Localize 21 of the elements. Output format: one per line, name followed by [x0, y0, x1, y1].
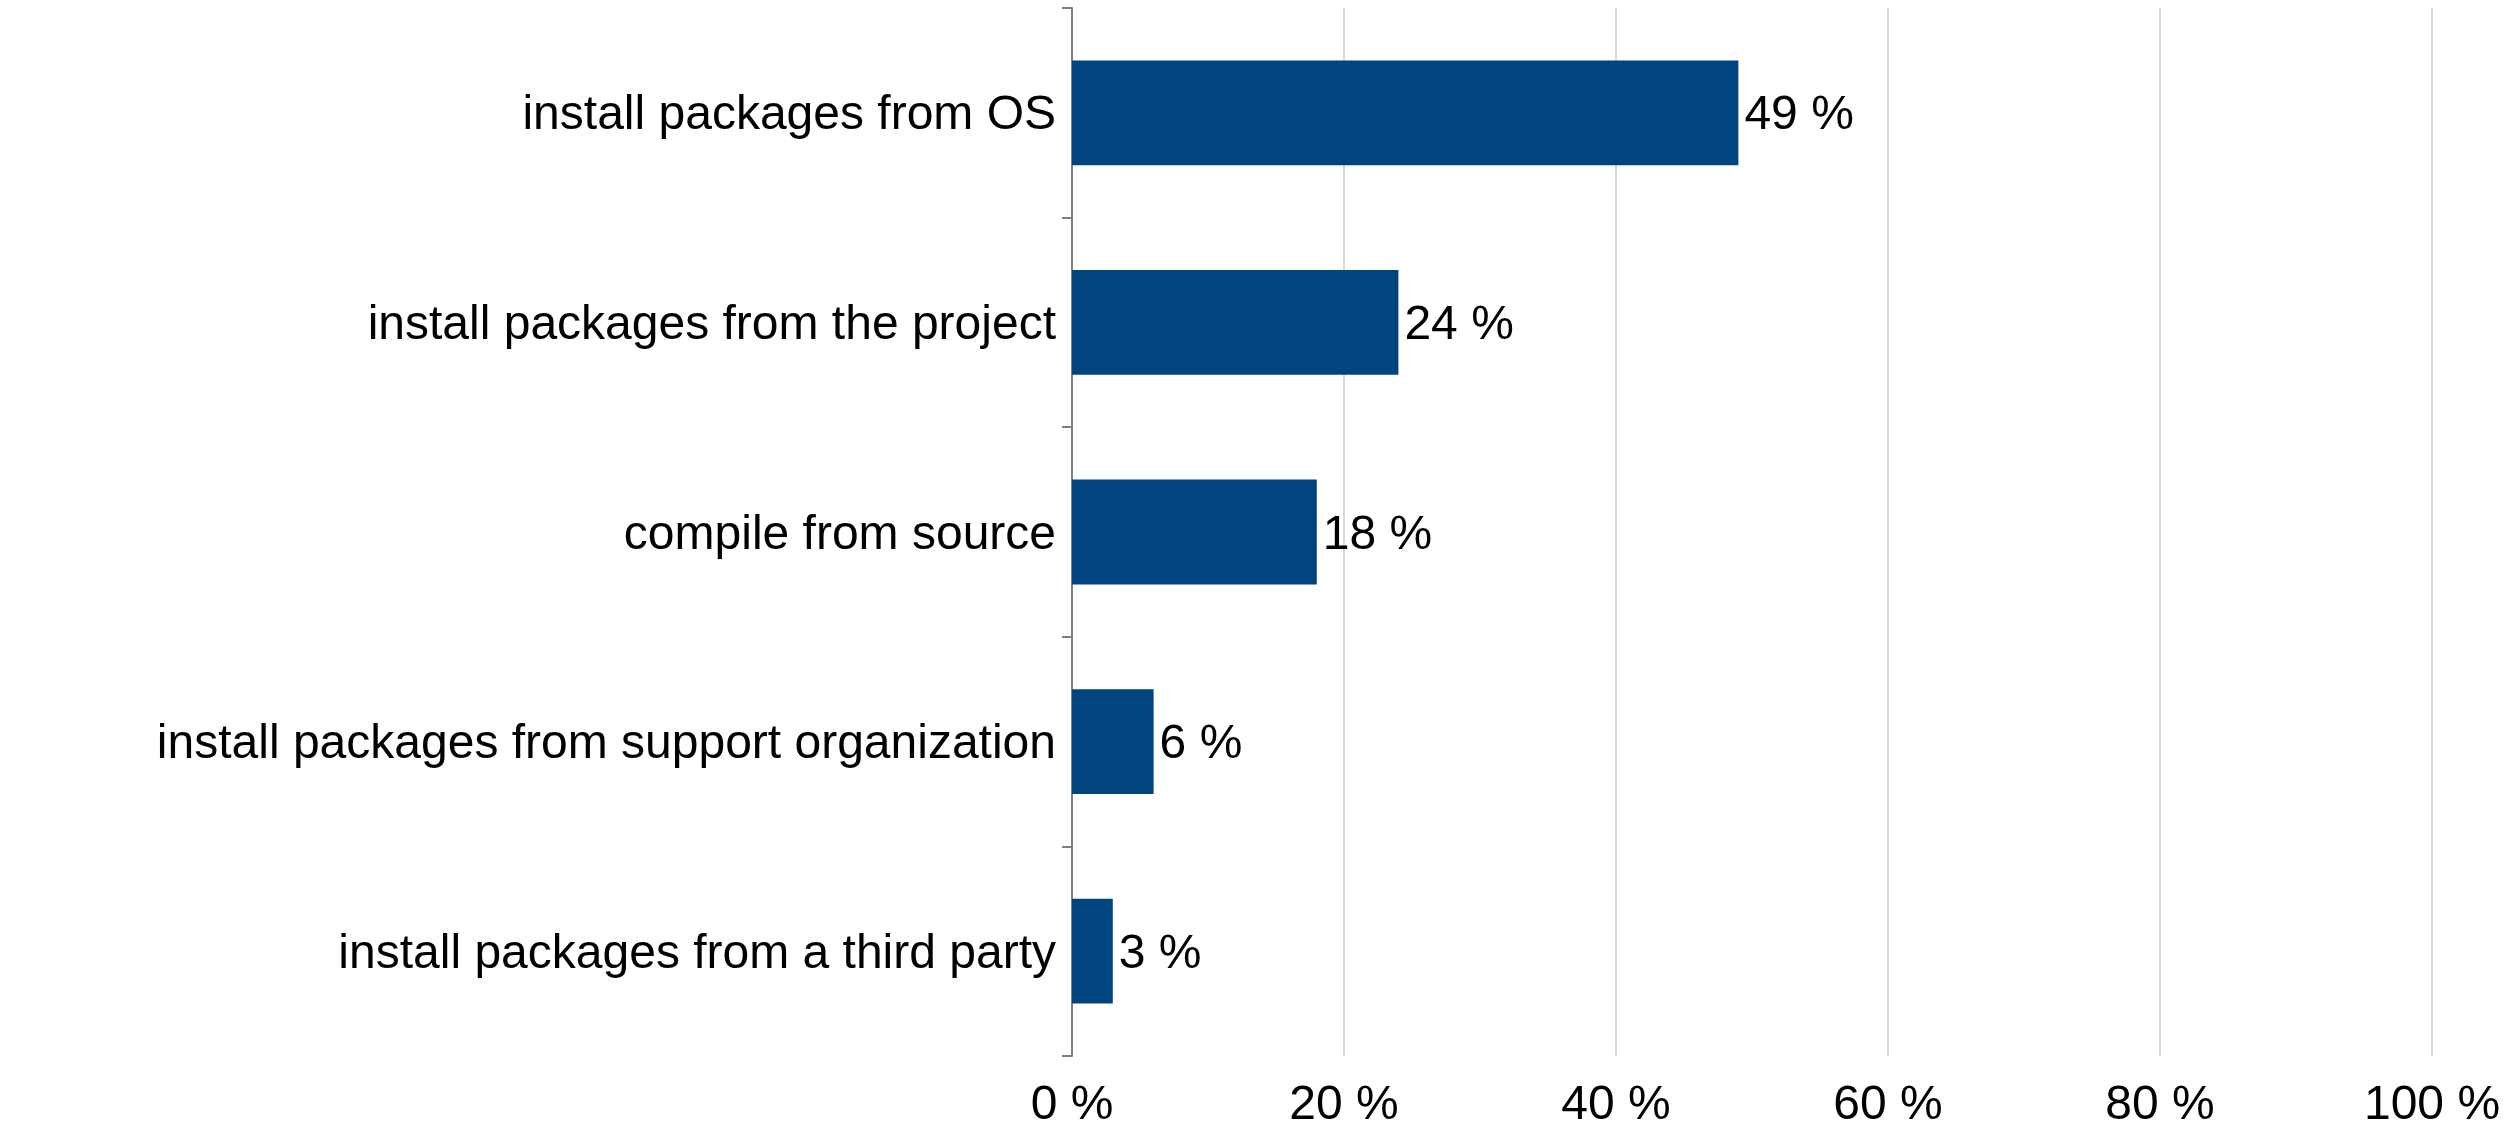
y-tick-label: install packages from a third party [338, 924, 1056, 978]
data-label: 6 % [1159, 715, 1243, 769]
bar [1072, 270, 1399, 375]
data-label: 18 % [1322, 505, 1433, 559]
bar [1072, 60, 1739, 166]
y-tick-label: install packages from OS [522, 86, 1056, 140]
x-tick-label: 60 % [1833, 1075, 1943, 1129]
y-tick-label: install packages from the project [367, 295, 1056, 349]
y-tick-label: compile from source [623, 505, 1056, 559]
y-tick-label: install packages from support organization [156, 715, 1056, 769]
x-tick-label: 20 % [1289, 1075, 1399, 1129]
bar [1072, 898, 1113, 1004]
x-tick-label: 80 % [2105, 1075, 2215, 1129]
bar [1072, 479, 1317, 585]
bar [1072, 689, 1154, 794]
data-label: 24 % [1404, 295, 1514, 349]
x-tick-label: 0 % [1030, 1075, 1114, 1129]
x-tick-label: 40 % [1561, 1075, 1671, 1129]
x-tick-label: 100 % [2363, 1075, 2501, 1129]
data-label: 3 % [1118, 924, 1202, 978]
data-label: 49 % [1744, 86, 1854, 140]
